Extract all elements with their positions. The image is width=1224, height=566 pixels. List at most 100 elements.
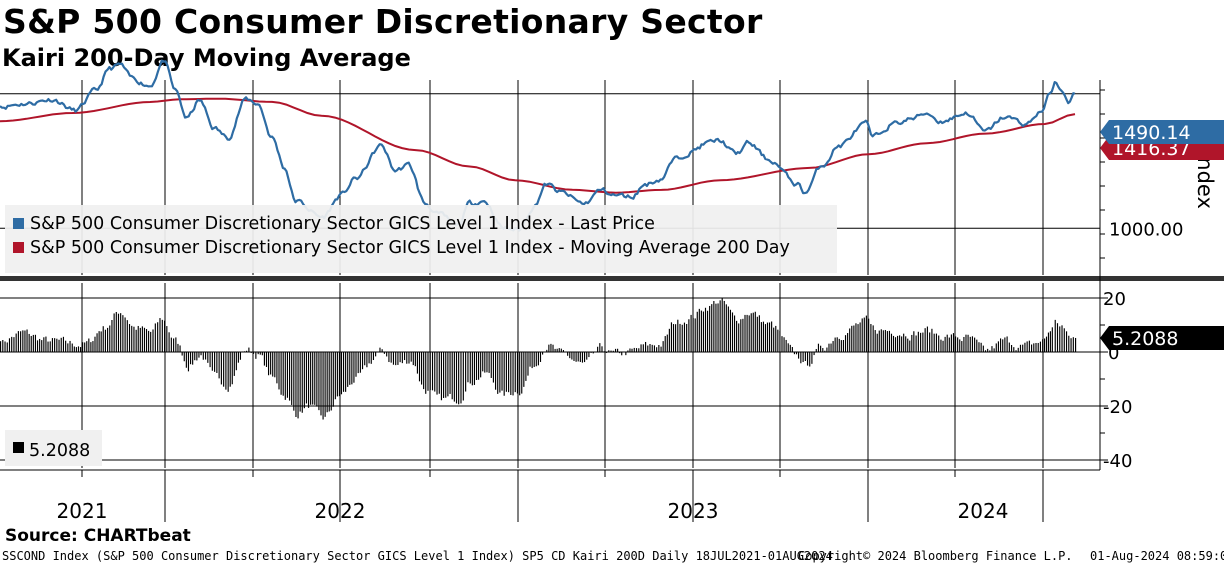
kairi-bar xyxy=(915,335,917,352)
kairi-bar xyxy=(692,317,694,352)
kairi-bar xyxy=(723,300,725,352)
kairi-bar xyxy=(395,352,397,366)
kairi-bar xyxy=(842,339,845,352)
last-price-tag-background xyxy=(1100,120,1224,144)
kairi-bar xyxy=(510,352,512,395)
kairi-bar xyxy=(588,352,590,358)
kairi-bar xyxy=(492,352,494,383)
kairi-bar xyxy=(946,334,948,352)
kairi-bar xyxy=(1039,341,1042,352)
kairi-bar xyxy=(1072,337,1074,352)
kairi-bar xyxy=(583,352,586,363)
kairi-bar xyxy=(355,352,357,377)
kairi-bar xyxy=(71,343,73,352)
kairi-bar xyxy=(686,323,688,352)
kairi-bar xyxy=(1013,347,1015,352)
kairi-bar xyxy=(623,351,625,353)
x-tick-label: 2022 xyxy=(315,499,366,523)
kairi-bar xyxy=(612,350,614,352)
kairi-bar xyxy=(804,352,806,361)
legend-label: S&P 500 Consumer Discretionary Sector GI… xyxy=(30,238,790,258)
kairi-bar xyxy=(967,334,969,352)
kairi-bar xyxy=(989,350,991,352)
kairi-bar xyxy=(202,352,204,360)
kairi-bar xyxy=(113,313,115,352)
kairi-bar xyxy=(954,336,957,352)
kairi-bar xyxy=(154,323,156,352)
kairi-bar xyxy=(209,352,211,368)
kairi-bar xyxy=(690,314,692,352)
kairi-bar xyxy=(683,322,686,352)
kairi-bar xyxy=(345,352,347,392)
lower-panel-grid xyxy=(0,283,1100,468)
kairi-bar xyxy=(141,326,143,352)
kairi-bar xyxy=(231,352,233,385)
kairi-bar xyxy=(1061,325,1063,352)
kairi-bar xyxy=(278,352,280,390)
kairi-bar xyxy=(719,300,721,352)
kairi-bar xyxy=(198,352,200,358)
kairi-bar xyxy=(789,344,791,352)
kairi-bar xyxy=(45,336,47,352)
kairi-bar xyxy=(586,352,588,360)
kairi-bar xyxy=(451,352,453,400)
kairi-bar xyxy=(773,327,775,352)
kairi-bar xyxy=(390,352,392,363)
kairi-bar xyxy=(933,333,935,352)
kairi-bar xyxy=(911,334,913,352)
kairi-bar xyxy=(982,345,984,352)
kairi-bar xyxy=(523,352,525,387)
kairi-bar xyxy=(364,352,366,366)
upper-legend: S&P 500 Consumer Discretionary Sector GI… xyxy=(5,205,837,273)
axes: 1000.00 Index 20 0 -20 -40 xyxy=(0,80,1224,522)
kairi-bar xyxy=(214,352,216,372)
kairi-bar xyxy=(104,329,106,352)
kairi-bar xyxy=(840,340,842,352)
kairi-bar xyxy=(681,324,683,352)
kairi-bar xyxy=(455,352,458,404)
kairi-bar xyxy=(777,329,779,352)
kairi-bar xyxy=(133,326,135,352)
kairi-bar xyxy=(931,328,933,352)
kairi-bar xyxy=(1033,343,1035,352)
kairi-bar xyxy=(948,337,950,352)
kairi-bar xyxy=(135,329,137,352)
kairi-bar xyxy=(297,352,299,419)
kairi-bar xyxy=(152,329,154,352)
kairi-bar xyxy=(838,338,840,352)
kairi-bar xyxy=(88,338,90,352)
kairi-bar xyxy=(403,352,406,361)
kairi-bar xyxy=(368,352,370,364)
kairi-bar xyxy=(1002,339,1004,352)
kairi-bar xyxy=(993,348,995,352)
y-tick-label: -40 xyxy=(1103,451,1132,472)
kairi-bar xyxy=(957,337,959,352)
kairi-bar xyxy=(913,331,915,352)
kairi-tag-label: 5.2088 xyxy=(1112,328,1178,350)
kairi-bar xyxy=(529,352,531,367)
kairi-bar xyxy=(880,329,882,352)
kairi-bar xyxy=(857,324,859,352)
kairi-bar xyxy=(223,352,225,387)
footer-copyright: Copyright© 2024 Bloomberg Finance L.P. xyxy=(798,549,1073,563)
kairi-bar xyxy=(406,352,408,364)
kairi-bar xyxy=(270,352,272,375)
kairi-bar xyxy=(111,320,113,352)
kairi-bar xyxy=(196,352,198,361)
kairi-bar xyxy=(1028,340,1030,352)
kairi-bar xyxy=(754,311,756,352)
kairi-bar xyxy=(460,352,462,404)
kairi-bar xyxy=(34,334,37,352)
kairi-bar xyxy=(332,352,334,407)
kairi-bar xyxy=(143,327,146,352)
kairi-bar xyxy=(744,314,746,352)
kairi-bar xyxy=(771,321,773,352)
footer-timestamp: 01-Aug-2024 08:59:02 xyxy=(1090,549,1224,563)
kairi-bar xyxy=(434,352,436,392)
kairi-bar xyxy=(501,352,503,391)
kairi-bar xyxy=(399,352,401,363)
kairi-bar xyxy=(237,352,239,363)
kairi-bar xyxy=(668,328,670,352)
kairi-bar xyxy=(785,339,787,352)
